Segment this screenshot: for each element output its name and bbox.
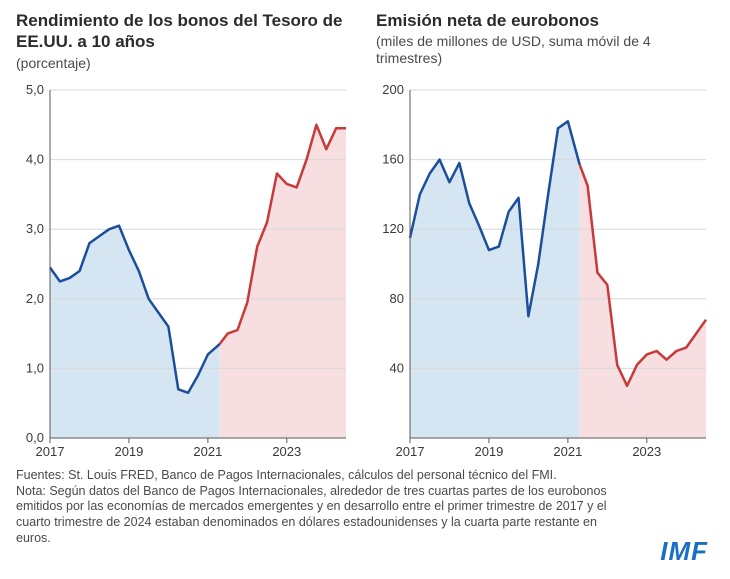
y-tick-label: 4,0: [26, 152, 44, 167]
x-tick-label: 2019: [474, 444, 503, 459]
panel-right-subtitle: (miles de millones de USD, suma móvil de…: [376, 33, 712, 67]
y-tick-label: 5,0: [26, 82, 44, 97]
y-tick-label: 200: [382, 82, 404, 97]
panel-right-plot: 40 80 120 160 200 2017 2019 2021 2023: [376, 82, 712, 462]
panel-right: Emisión neta de eurobonos (miles de mill…: [376, 10, 712, 462]
y-tick-label: 2,0: [26, 291, 44, 306]
x-tick-label: 2023: [272, 444, 301, 459]
imf-logo: IMF: [660, 536, 708, 567]
panel-left-plot: 0,0 1,0 2,0 3,0 4,0 5,0 2017 2019 2021 2023: [16, 82, 352, 462]
x-tick-label: 2023: [632, 444, 661, 459]
page-root: Rendimiento de los bonos del Tesoro de E…: [0, 0, 730, 579]
y-tick-label: 80: [390, 291, 404, 306]
footnote-text: Fuentes: St. Louis FRED, Banco de Pagos …: [16, 468, 616, 546]
y-tick-label: 40: [390, 360, 404, 375]
x-tick-label: 2021: [553, 444, 582, 459]
y-tick-label: 3,0: [26, 221, 44, 236]
x-tick-label: 2017: [396, 444, 425, 459]
area-left: [50, 226, 220, 438]
panel-right-header: Emisión neta de eurobonos (miles de mill…: [376, 10, 712, 82]
x-tick-label: 2021: [193, 444, 222, 459]
area-right: [220, 125, 346, 438]
x-tick-label: 2019: [114, 444, 143, 459]
charts-row: Rendimiento de los bonos del Tesoro de E…: [16, 10, 712, 462]
area-right: [580, 165, 706, 438]
x-tick-label: 2017: [36, 444, 65, 459]
panel-right-title: Emisión neta de eurobonos: [376, 10, 712, 31]
panel-left: Rendimiento de los bonos del Tesoro de E…: [16, 10, 352, 462]
panel-left-subtitle: (porcentaje): [16, 55, 352, 72]
panel-left-title: Rendimiento de los bonos del Tesoro de E…: [16, 10, 352, 53]
svg-right: 40 80 120 160 200 2017 2019 2021 2023: [376, 82, 712, 462]
y-tick-label: 1,0: [26, 360, 44, 375]
y-tick-label: 160: [382, 152, 404, 167]
area-left: [410, 121, 580, 438]
panel-left-header: Rendimiento de los bonos del Tesoro de E…: [16, 10, 352, 82]
y-tick-label: 120: [382, 221, 404, 236]
y-tick-label: 0,0: [26, 430, 44, 445]
svg-left: 0,0 1,0 2,0 3,0 4,0 5,0 2017 2019 2021 2023: [16, 82, 352, 462]
